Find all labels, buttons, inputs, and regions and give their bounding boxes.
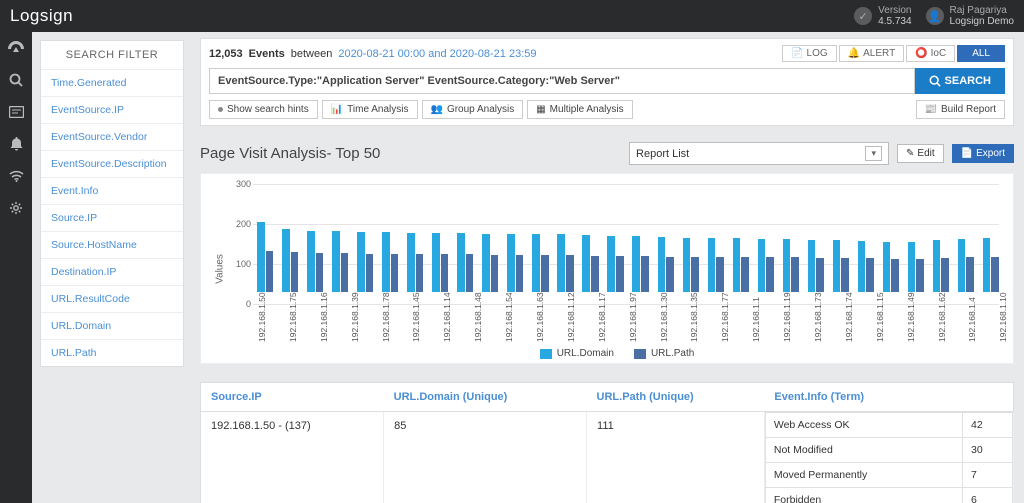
query-input[interactable]: EventSource.Type:"Application Server" Ev… (209, 68, 915, 94)
search-icon[interactable] (7, 72, 25, 88)
table-header[interactable]: URL.Domain (Unique) (384, 383, 587, 412)
icon-sidebar (0, 32, 32, 503)
filter-item[interactable]: URL.Path (41, 339, 183, 366)
filter-item[interactable]: URL.ResultCode (41, 285, 183, 312)
dashboard-icon[interactable] (7, 40, 25, 56)
query-bar: 12,053 Events between 2020-08-21 00:00 a… (200, 38, 1014, 126)
build-report-button[interactable]: 📰 Build Report (916, 100, 1005, 119)
cell-event-info: Web Access OK42Not Modified30Moved Perma… (764, 412, 1013, 503)
table-header[interactable]: Source.IP (201, 383, 384, 412)
filter-item[interactable]: Destination.IP (41, 258, 183, 285)
filter-item[interactable]: Time.Generated (41, 69, 183, 96)
filter-sidebar: SEARCH FILTER Time.GeneratedEventSource.… (32, 32, 192, 503)
tag-ioc[interactable]: ⭕ IoC (906, 45, 955, 62)
multiple-analysis-button[interactable]: ▦ Multiple Analysis (527, 100, 632, 119)
brand-logo: Logsign (10, 6, 73, 26)
card-icon[interactable] (7, 104, 25, 120)
filter-item[interactable]: Event.Info (41, 177, 183, 204)
time-analysis-button[interactable]: 📊 Time Analysis (322, 100, 418, 119)
table-header[interactable]: URL.Path (Unique) (587, 383, 765, 412)
bar-chart: Values 0100200300192.168.1.50192.168.1.7… (200, 173, 1014, 364)
event-row: Web Access OK42 (765, 413, 1012, 438)
filter-item[interactable]: EventSource.Description (41, 150, 183, 177)
tag-all[interactable]: ALL (957, 45, 1005, 62)
user-icon: 👤 (926, 7, 944, 25)
gear-icon[interactable] (7, 200, 25, 216)
filter-item[interactable]: EventSource.IP (41, 96, 183, 123)
event-row: Not Modified30 (765, 438, 1012, 463)
tag-alert[interactable]: 🔔 ALERT (839, 45, 905, 62)
bell-icon[interactable] (7, 136, 25, 152)
event-row: Moved Permanently7 (765, 463, 1012, 488)
results-table: Source.IPURL.Domain (Unique)URL.Path (Un… (200, 382, 1014, 503)
version-block: ✓ Version 4.5.734 (854, 5, 911, 27)
table-row: 192.168.1.50 - (137) 85 111 Web Access O… (201, 412, 1014, 503)
cell-domain-unique: 85 (384, 412, 587, 503)
filter-title: SEARCH FILTER (41, 41, 183, 69)
user-block[interactable]: 👤 Raj Pagariya Logsign Demo (926, 5, 1014, 27)
report-title: Page Visit Analysis- Top 50 (200, 145, 621, 162)
show-hints-button[interactable]: Show search hints (209, 100, 318, 119)
search-button[interactable]: SEARCH (915, 68, 1005, 94)
group-analysis-button[interactable]: 👥 Group Analysis (422, 100, 524, 119)
chart-legend: URL.Domain URL.Path (231, 348, 1003, 359)
export-button[interactable]: 📄 Export (952, 144, 1014, 163)
version-label: Version (878, 5, 911, 16)
user-org: Logsign Demo (950, 16, 1014, 27)
edit-button[interactable]: ✎ Edit (897, 144, 944, 163)
date-range[interactable]: 2020-08-21 00:00 and 2020-08-21 23:59 (338, 48, 536, 60)
event-row: Forbidden6 (765, 488, 1012, 503)
user-name: Raj Pagariya (950, 5, 1014, 16)
topbar: Logsign ✓ Version 4.5.734 👤 Raj Pagariya… (0, 0, 1024, 32)
chevron-down-icon: ▾ (865, 146, 882, 161)
check-icon: ✓ (854, 7, 872, 25)
between-label: between (291, 48, 333, 60)
y-axis-label: Values (214, 254, 225, 284)
version-value: 4.5.734 (878, 16, 911, 27)
cell-source-ip: 192.168.1.50 - (137) (201, 412, 384, 503)
tag-log[interactable]: 📄 LOG (782, 45, 837, 62)
wifi-icon[interactable] (7, 168, 25, 184)
cell-path-unique: 111 (587, 412, 765, 503)
result-count-label: Events (249, 48, 285, 60)
main-content: 12,053 Events between 2020-08-21 00:00 a… (192, 32, 1024, 503)
result-count: 12,053 (209, 48, 243, 60)
filter-item[interactable]: Source.HostName (41, 231, 183, 258)
report-list-select[interactable]: Report List ▾ (629, 142, 889, 165)
filter-item[interactable]: URL.Domain (41, 312, 183, 339)
filter-item[interactable]: Source.IP (41, 204, 183, 231)
filter-item[interactable]: EventSource.Vendor (41, 123, 183, 150)
table-header[interactable]: Event.Info (Term) (764, 383, 1013, 412)
